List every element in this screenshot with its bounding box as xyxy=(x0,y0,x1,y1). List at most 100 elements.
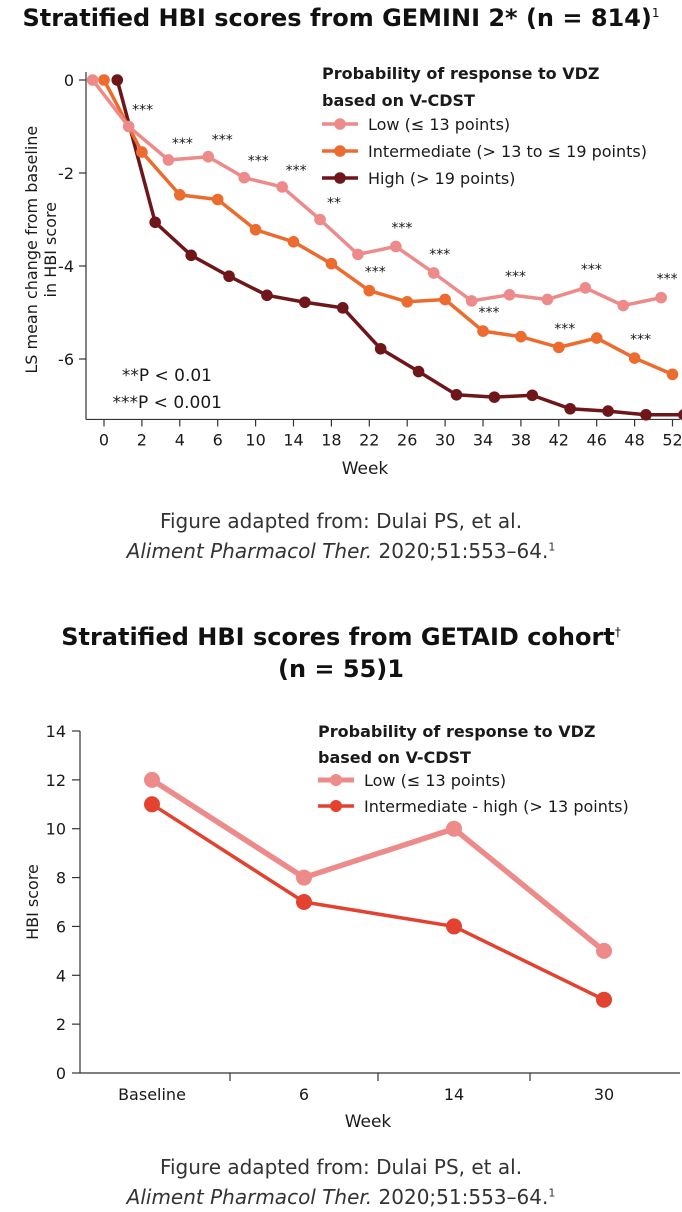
data-point xyxy=(296,894,312,910)
chart2-caption-journal: Aliment Pharmacol Ther. xyxy=(126,1185,373,1209)
chart2-caption-ref: 2020;51:553–64. xyxy=(372,1185,549,1209)
x-tick-label: 14 xyxy=(283,430,303,449)
data-point xyxy=(602,405,614,417)
data-point xyxy=(526,389,539,402)
significance-marker: *** xyxy=(657,272,678,288)
significance-marker: *** xyxy=(630,332,651,348)
x-tick-label: 46 xyxy=(587,430,607,449)
data-point xyxy=(162,154,175,166)
significance-marker: *** xyxy=(581,262,602,278)
data-point xyxy=(122,120,135,133)
significance-marker: *** xyxy=(554,321,575,337)
legend-title-line: based on V-CDST xyxy=(322,91,475,110)
y-axis-title: HBI score xyxy=(23,864,42,940)
series-line-1 xyxy=(102,79,674,376)
legend-label: Intermediate (> 13 to ≤ 19 points) xyxy=(368,142,647,161)
legend-label: Low (≤ 13 points) xyxy=(368,115,510,134)
data-point xyxy=(541,293,554,306)
data-point xyxy=(249,223,262,236)
x-tick-label: 48 xyxy=(624,430,644,449)
data-point xyxy=(446,820,462,837)
chart2-title-line1: Stratified HBI scores from GETAID cohort xyxy=(61,623,615,651)
x-tick-label: 22 xyxy=(359,430,379,449)
data-point xyxy=(564,402,576,415)
data-point xyxy=(579,282,592,294)
x-tick-label: 30 xyxy=(435,430,455,449)
data-point xyxy=(401,296,414,308)
x-tick-label: 30 xyxy=(594,1085,614,1104)
series-line-0 xyxy=(91,78,662,308)
x-tick-label: 0 xyxy=(99,430,109,449)
legend-label: High (> 19 points) xyxy=(368,169,515,188)
data-point xyxy=(450,389,463,401)
chart1-caption-sup: 1 xyxy=(548,540,556,554)
data-point xyxy=(144,771,160,788)
data-point xyxy=(363,284,376,297)
significance-marker: ** xyxy=(327,196,341,212)
pvalue-note-1: **P < 0.01 xyxy=(122,366,212,386)
x-axis-title: Week xyxy=(345,1112,392,1132)
data-point xyxy=(503,289,516,301)
chart2-svg: 0 2 4 6 8 10 12 14 Baseline 6 14 30 Week HBI score Pro… xyxy=(23,722,680,1132)
data-point xyxy=(640,409,652,421)
data-point xyxy=(144,796,160,813)
data-point xyxy=(314,213,326,226)
data-point xyxy=(465,295,478,307)
series-line-1 xyxy=(151,802,605,1002)
chart1-caption-ref: 2020;51:553–64. xyxy=(372,539,549,563)
data-point xyxy=(325,257,338,270)
data-point xyxy=(98,74,110,86)
x-tick-label: 4 xyxy=(175,430,185,449)
chart2-caption-line2: Aliment Pharmacol Ther. 2020;51:553–64.1 xyxy=(0,1182,682,1212)
chart2-caption-sup: 1 xyxy=(548,1186,556,1200)
x-tick-label: 34 xyxy=(473,430,493,449)
y-axis-title-line: in HBI score xyxy=(41,202,60,297)
data-point xyxy=(617,299,630,312)
data-point xyxy=(287,236,300,248)
data-point xyxy=(86,74,99,86)
chart2-title-line1-wrap: Stratified HBI scores from GETAID cohort… xyxy=(0,621,682,653)
legend-marker xyxy=(334,118,346,130)
legend-label: Low (≤ 13 points) xyxy=(364,771,506,790)
legend-marker xyxy=(334,172,346,184)
data-point xyxy=(223,270,235,283)
data-point xyxy=(261,289,273,302)
data-point xyxy=(596,991,612,1008)
significance-marker: *** xyxy=(391,220,412,236)
chart1-caption-line2: Aliment Pharmacol Ther. 2020;51:553–64.1 xyxy=(0,536,682,566)
data-point xyxy=(202,150,215,163)
data-point xyxy=(446,918,462,935)
chart1-caption-journal: Aliment Pharmacol Ther. xyxy=(126,539,373,563)
significance-marker: *** xyxy=(172,136,193,152)
significance-marker: *** xyxy=(429,247,450,263)
chart1-caption: Figure adapted from: Dulai PS, et al. Al… xyxy=(0,506,682,566)
chart1-caption-line1: Figure adapted from: Dulai PS, et al. xyxy=(159,509,523,533)
significance-marker: *** xyxy=(479,305,500,321)
significance-marker: *** xyxy=(286,163,307,179)
x-tick-label: 6 xyxy=(299,1085,309,1104)
x-tick-label: Baseline xyxy=(118,1085,186,1104)
data-point xyxy=(590,332,603,344)
chart1-title: Stratified HBI scores from GEMINI 2* (n … xyxy=(0,2,682,34)
x-tick-label: 42 xyxy=(549,430,569,449)
chart2-caption: Figure adapted from: Dulai PS, et al. Al… xyxy=(0,1152,682,1212)
data-point xyxy=(296,869,312,886)
legend-marker xyxy=(334,145,346,157)
data-point xyxy=(299,296,311,309)
x-tick-label: 26 xyxy=(397,430,417,449)
y-tick-label: 0 xyxy=(64,71,74,90)
chart2-caption-line1: Figure adapted from: Dulai PS, et al. xyxy=(159,1155,523,1179)
x-tick-label: 52 xyxy=(662,430,682,449)
y-tick-label: -4 xyxy=(58,257,74,276)
data-point xyxy=(238,171,251,184)
legend-title: Probability of response to VDZ based on V… xyxy=(318,722,595,767)
significance-marker: *** xyxy=(248,154,269,170)
chart1-title-ref: 1 xyxy=(651,6,660,20)
y-tick-label: -6 xyxy=(58,350,74,369)
y-tick-label: 6 xyxy=(56,917,66,936)
data-point xyxy=(390,240,402,253)
legend-title-line: Probability of response to VDZ xyxy=(322,64,599,83)
y-tick-label: 8 xyxy=(56,869,66,888)
legend-title: Probability of response to VDZ based on V… xyxy=(322,64,599,110)
data-point xyxy=(488,391,501,403)
